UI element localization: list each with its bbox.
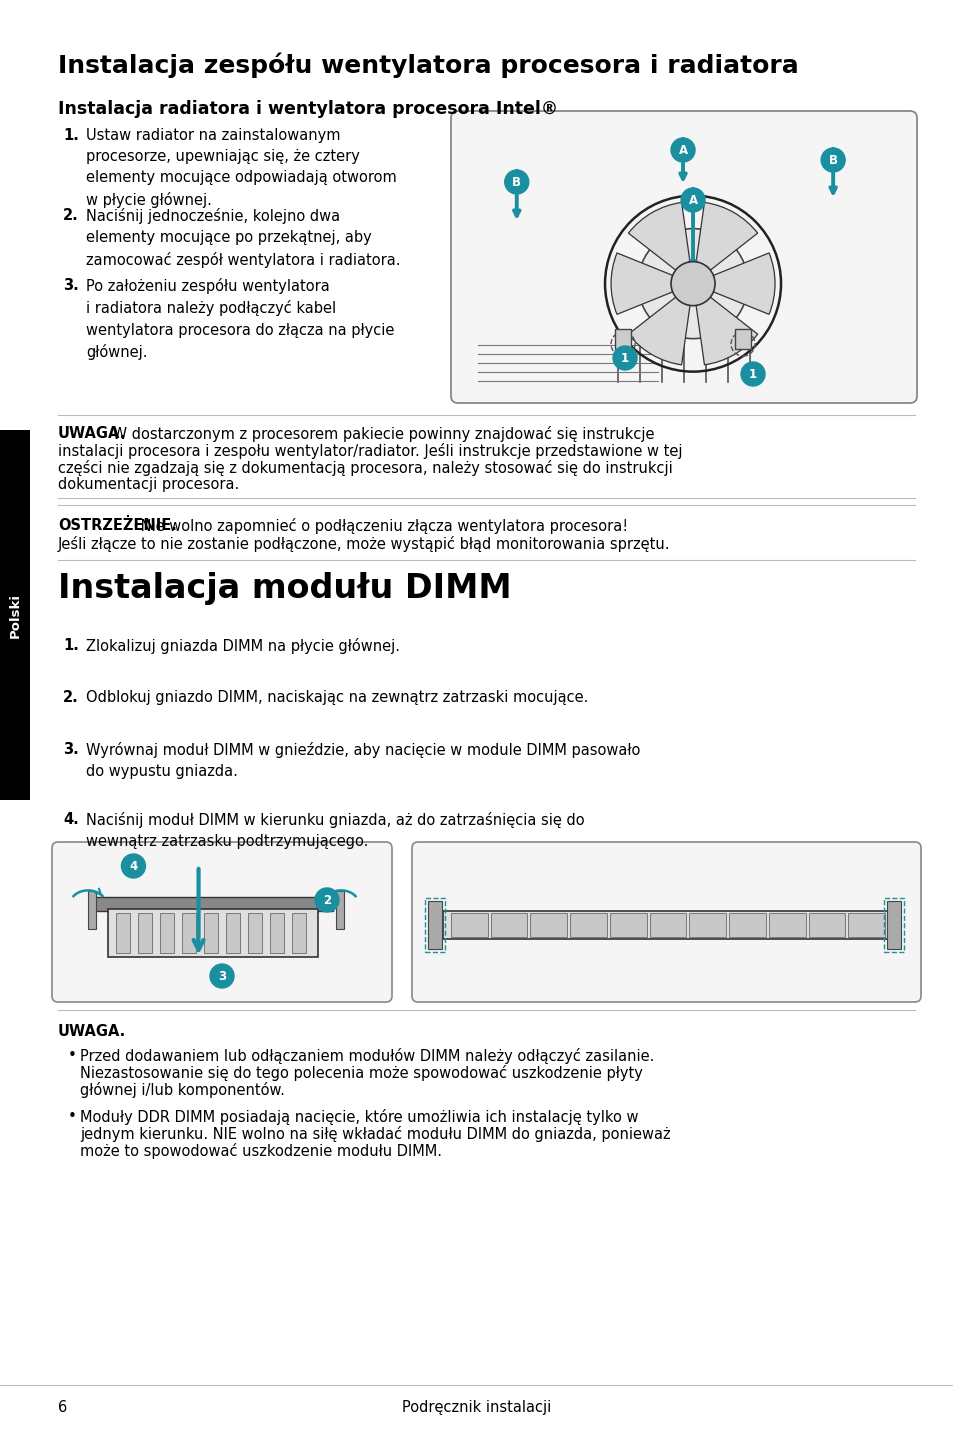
Text: •: • <box>68 1048 77 1063</box>
Text: 4: 4 <box>130 860 137 873</box>
Circle shape <box>613 347 637 370</box>
Wedge shape <box>692 203 757 283</box>
Bar <box>728 913 765 938</box>
Bar <box>88 892 96 929</box>
Circle shape <box>670 138 695 162</box>
Circle shape <box>314 889 338 912</box>
FancyBboxPatch shape <box>451 111 916 403</box>
Text: 3.: 3. <box>63 742 79 756</box>
Text: Instalacja radiatora i wentylatora procesora Intel®: Instalacja radiatora i wentylatora proce… <box>58 101 558 118</box>
Circle shape <box>638 229 747 338</box>
FancyBboxPatch shape <box>0 430 30 800</box>
Circle shape <box>670 262 715 306</box>
Bar <box>292 913 306 953</box>
Text: Jeśli złącze to nie zostanie podłączone, może wystąpić błąd monitorowania sprzęt: Jeśli złącze to nie zostanie podłączone,… <box>58 536 670 552</box>
Text: części nie zgadzają się z dokumentacją procesora, należy stosować się do instruk: części nie zgadzają się z dokumentacją p… <box>58 460 672 476</box>
Bar <box>204 913 218 953</box>
Text: dokumentacji procesora.: dokumentacji procesora. <box>58 477 239 492</box>
Text: Niezastosowanie się do tego polecenia może spowodować uszkodzenie płyty: Niezastosowanie się do tego polecenia mo… <box>80 1066 642 1081</box>
Text: Przed dodawaniem lub odłączaniem modułów DIMM należy odłączyć zasilanie.: Przed dodawaniem lub odłączaniem modułów… <box>80 1048 654 1064</box>
Bar <box>649 913 685 938</box>
Text: Instalacja zespółu wentylatora procesora i radiatora: Instalacja zespółu wentylatora procesora… <box>58 52 798 78</box>
Text: •: • <box>68 1109 77 1125</box>
Bar <box>108 909 317 958</box>
Bar <box>847 913 884 938</box>
Wedge shape <box>692 283 757 365</box>
Bar <box>226 913 240 953</box>
Wedge shape <box>628 203 692 283</box>
Text: 1: 1 <box>748 368 757 381</box>
Text: 1.: 1. <box>63 638 79 653</box>
Text: 1: 1 <box>620 351 628 364</box>
Text: 2: 2 <box>322 893 331 906</box>
Bar <box>886 902 900 949</box>
Bar <box>808 913 844 938</box>
Text: Podręcznik instalacji: Podręcznik instalacji <box>402 1401 551 1415</box>
Text: 4.: 4. <box>63 812 79 827</box>
Text: Nie wolno zapomnieć o podłączeniu złącza wentylatora procesora!: Nie wolno zapomnieć o podłączeniu złącza… <box>136 518 627 533</box>
Bar <box>570 913 606 938</box>
Circle shape <box>680 188 704 211</box>
Bar <box>615 329 630 349</box>
Circle shape <box>821 148 844 173</box>
Bar <box>689 913 725 938</box>
Bar <box>609 913 646 938</box>
Text: Odblokuj gniazdo DIMM, naciskając na zewnątrz zatrzaski mocujące.: Odblokuj gniazdo DIMM, naciskając na zew… <box>86 690 588 705</box>
Wedge shape <box>611 253 692 315</box>
Bar <box>442 910 889 939</box>
Text: 6: 6 <box>58 1401 67 1415</box>
Text: B: B <box>512 175 520 188</box>
Bar <box>116 913 130 953</box>
Circle shape <box>740 362 764 385</box>
Text: Polski: Polski <box>9 592 22 637</box>
Bar <box>160 913 173 953</box>
Text: A: A <box>688 194 697 207</box>
Wedge shape <box>692 253 774 315</box>
Bar <box>92 897 333 912</box>
Bar <box>335 892 344 929</box>
Text: może to spowodować uszkodzenie modułu DIMM.: może to spowodować uszkodzenie modułu DI… <box>80 1143 441 1159</box>
Bar <box>428 902 441 949</box>
Bar <box>138 913 152 953</box>
Bar <box>424 897 444 952</box>
Text: jednym kierunku. NIE wolno na siłę wkładać modułu DIMM do gniazda, ponieważ: jednym kierunku. NIE wolno na siłę wkład… <box>80 1126 670 1142</box>
Circle shape <box>504 170 528 194</box>
Bar <box>270 913 284 953</box>
Text: głównej i/lub komponentów.: głównej i/lub komponentów. <box>80 1081 285 1099</box>
Text: instalacji procesora i zespołu wentylator/radiator. Jeśli instrukcje przedstawio: instalacji procesora i zespołu wentylato… <box>58 443 681 459</box>
Text: Ustaw radiator na zainstalowanym
procesorze, upewniając się, że cztery
elementy : Ustaw radiator na zainstalowanym proceso… <box>86 128 396 207</box>
Bar <box>248 913 262 953</box>
Bar <box>530 913 567 938</box>
Text: OSTRZEŻENIE.: OSTRZEŻENIE. <box>58 518 176 533</box>
Text: 3.: 3. <box>63 278 79 293</box>
Wedge shape <box>628 283 692 365</box>
Text: 2.: 2. <box>63 690 79 705</box>
Text: B: B <box>828 154 837 167</box>
Text: Po założeniu zespółu wentylatora
i radiatora należy podłączyć kabel
wentylatora : Po założeniu zespółu wentylatora i radia… <box>86 278 394 360</box>
Circle shape <box>121 854 145 879</box>
Circle shape <box>210 963 233 988</box>
Bar <box>490 913 527 938</box>
Text: Instalacja modułu DIMM: Instalacja modułu DIMM <box>58 572 511 605</box>
Text: UWAGA.: UWAGA. <box>58 1024 126 1040</box>
Text: W dostarczonym z procesorem pakiecie powinny znajdować się instrukcje: W dostarczonym z procesorem pakiecie pow… <box>108 426 654 441</box>
Text: UWAGA.: UWAGA. <box>58 426 126 441</box>
Text: Zlokalizuj gniazda DIMM na płycie głównej.: Zlokalizuj gniazda DIMM na płycie główne… <box>86 638 399 654</box>
FancyBboxPatch shape <box>412 843 920 1002</box>
Text: Moduły DDR DIMM posiadają nacięcie, które umożliwia ich instalację tylko w: Moduły DDR DIMM posiadają nacięcie, któr… <box>80 1109 638 1125</box>
Text: A: A <box>678 144 687 157</box>
Text: Naciśnij jednocześnie, kolejno dwa
elementy mocujące po przekątnej, aby
zamocowa: Naciśnij jednocześnie, kolejno dwa eleme… <box>86 209 400 267</box>
Text: 2.: 2. <box>63 209 79 223</box>
Bar <box>451 913 487 938</box>
Text: Naciśnij moduł DIMM w kierunku gniazda, aż do zatrzaśnięcia się do
wewnątrz zatr: Naciśnij moduł DIMM w kierunku gniazda, … <box>86 812 584 848</box>
Bar <box>768 913 804 938</box>
Text: Wyrównaj moduł DIMM w gnieździe, aby nacięcie w module DIMM pasowało
do wypustu : Wyrównaj moduł DIMM w gnieździe, aby nac… <box>86 742 639 779</box>
Text: 3: 3 <box>217 969 226 982</box>
Bar <box>734 329 750 349</box>
Bar <box>182 913 195 953</box>
FancyBboxPatch shape <box>52 843 392 1002</box>
Bar <box>883 897 903 952</box>
Text: 1.: 1. <box>63 128 79 142</box>
